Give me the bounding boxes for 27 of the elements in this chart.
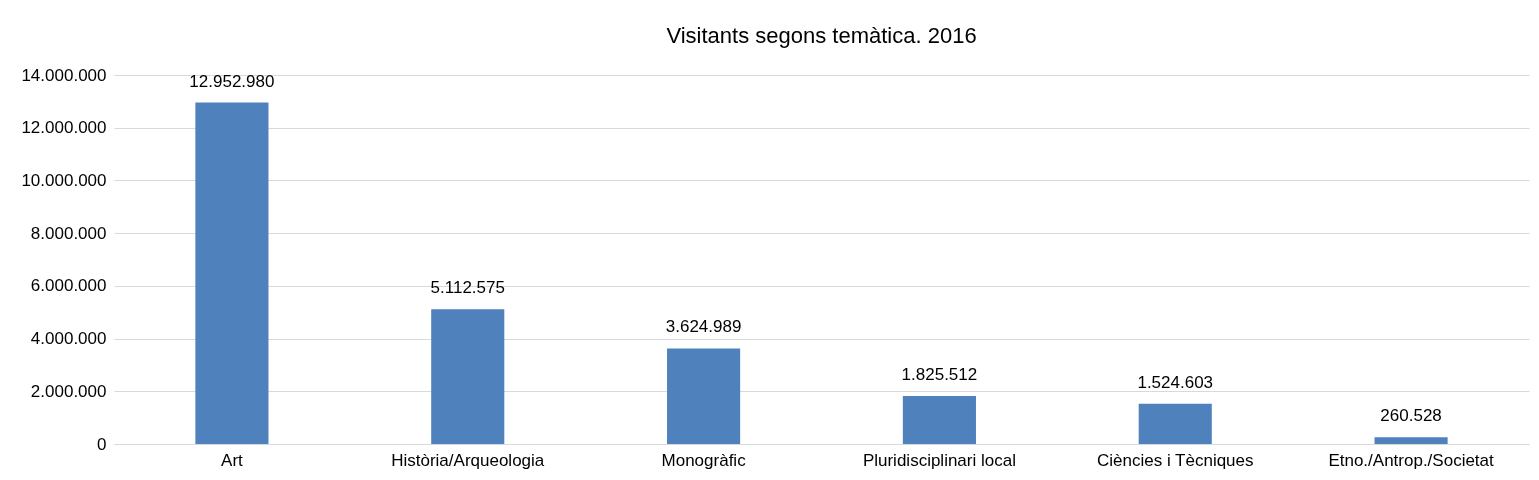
x-tick-label: Etno./Antrop./Societat	[1328, 450, 1495, 470]
bar	[431, 309, 505, 444]
y-tick-label: 2.000.000	[30, 381, 107, 401]
bar	[195, 102, 269, 444]
y-tick-label: 10.000.000	[21, 170, 107, 190]
bar	[902, 395, 976, 444]
x-tick-label: Ciències i Tècniques	[1096, 450, 1254, 470]
data-label: 1.825.512	[901, 364, 978, 384]
data-label: 5.112.575	[430, 278, 505, 298]
data-label: 3.624.989	[665, 317, 742, 337]
x-tick-label: Monogràfic	[661, 450, 747, 470]
y-tick-label: 6.000.000	[30, 276, 107, 296]
data-label: 12.952.980	[189, 71, 275, 91]
y-tick-label: 12.000.000	[21, 118, 107, 138]
y-tick-label: 4.000.000	[30, 329, 107, 349]
bar	[1138, 403, 1212, 444]
y-tick-label: 14.000.000	[21, 65, 107, 85]
chart-title: Visitants segons temàtica. 2016	[666, 23, 977, 48]
y-tick-label: 0	[97, 434, 107, 454]
data-label: 260.528	[1380, 406, 1442, 426]
data-label: 1.524.603	[1137, 372, 1214, 392]
x-tick-label: Història/Arqueologia	[391, 450, 545, 470]
x-tick-label: Pluridisciplinari local	[862, 450, 1016, 470]
bar	[1374, 437, 1448, 444]
bar	[667, 348, 741, 444]
x-tick-label: Art	[221, 450, 244, 470]
y-tick-label: 8.000.000	[30, 223, 107, 243]
